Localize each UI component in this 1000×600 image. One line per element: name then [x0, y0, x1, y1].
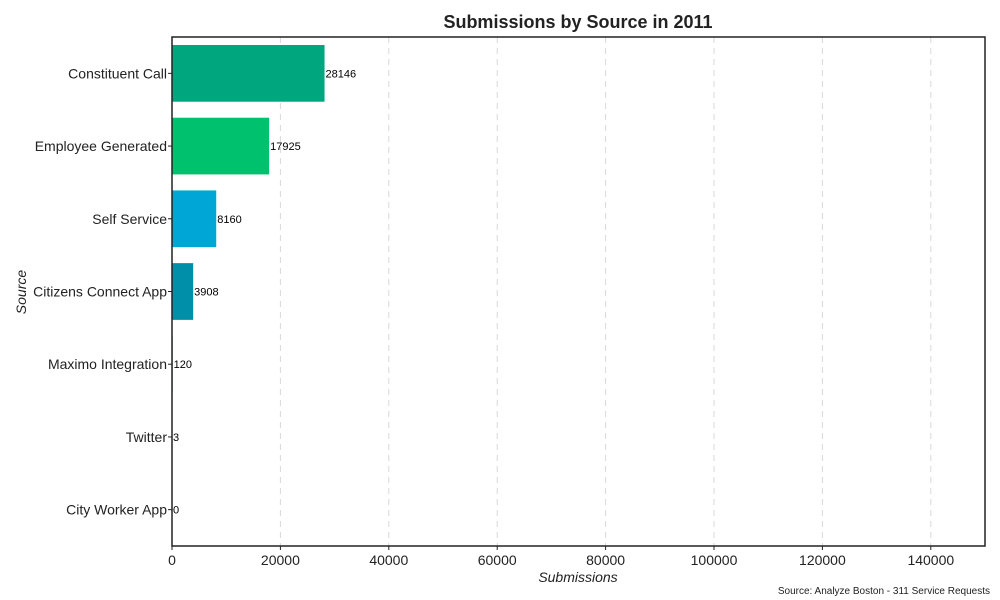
bar [172, 190, 217, 248]
x-tick-label: 40000 [369, 552, 408, 568]
y-tick-label: Self Service [92, 211, 167, 227]
bar [172, 117, 270, 175]
grid-layer [279, 37, 932, 546]
y-tick-layer: Constituent Call Employee Generated Self S… [33, 65, 172, 518]
x-tick-label: 100000 [691, 552, 738, 568]
x-tick-label: 20000 [261, 552, 300, 568]
chart-title: Submissions by Source in 2011 [443, 12, 712, 32]
bar-value-label: 120 [174, 359, 192, 371]
x-axis-label: Submissions [538, 569, 617, 585]
x-tick-label: 140000 [907, 552, 954, 568]
y-tick-label: City Worker App [66, 502, 167, 518]
y-tick-label: Employee Generated [35, 138, 167, 154]
bar-value-label: 28146 [326, 68, 357, 80]
plot-frame [171, 36, 986, 547]
bar-layer [172, 44, 325, 466]
bar-value-label: 0 [173, 505, 179, 517]
y-tick-label: Maximo Integration [48, 356, 167, 372]
bar [172, 44, 325, 102]
x-tick-layer: 0 20000 40000 60000 80000 100000 120000 140000 [168, 546, 954, 568]
bar-value-label: 3 [173, 432, 179, 444]
x-tick-label: 0 [168, 552, 176, 568]
y-tick-label: Constituent Call [68, 65, 167, 81]
y-axis-label: Source [13, 270, 29, 315]
y-tick-label: Twitter [126, 429, 168, 445]
x-tick-label: 80000 [586, 552, 625, 568]
data-label-layer: 28146 17925 8160 3908 120 3 0 [173, 68, 356, 516]
bar [172, 263, 194, 320]
bar-value-label: 3908 [194, 287, 218, 299]
bar-value-label: 17925 [270, 141, 301, 153]
bar-value-label: 8160 [217, 214, 241, 226]
y-tick-label: Citizens Connect App [33, 284, 167, 300]
x-tick-label: 60000 [478, 552, 517, 568]
source-note: Source: Analyze Boston - 311 Service Req… [778, 586, 990, 597]
x-tick-label: 120000 [799, 552, 846, 568]
